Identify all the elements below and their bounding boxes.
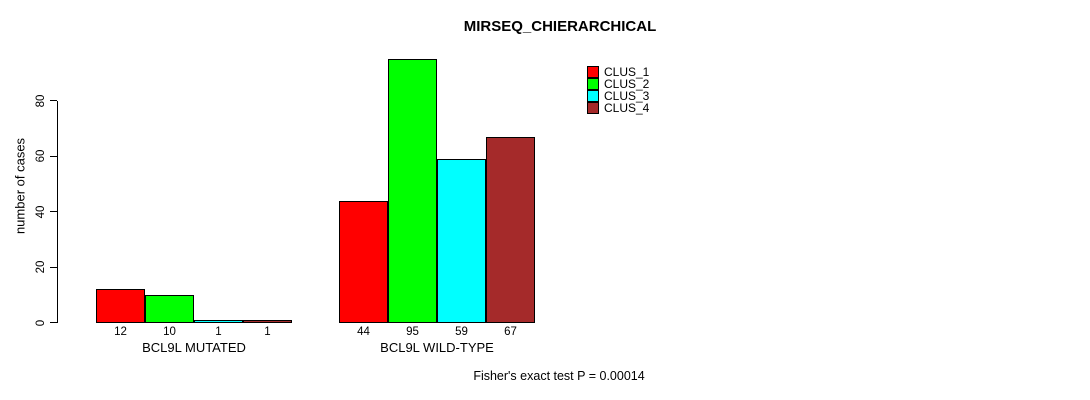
legend-label: CLUS_3 bbox=[604, 89, 650, 103]
bar-value-label: 1 bbox=[215, 326, 222, 338]
bar-CLUS_2 bbox=[388, 59, 437, 323]
legend-row: CLUS_1 bbox=[587, 66, 649, 78]
y-axis-label: number of cases bbox=[12, 137, 28, 235]
legend-label: CLUS_4 bbox=[604, 101, 650, 115]
y-tick bbox=[50, 322, 57, 324]
chart-title: MIRSEQ_CHIERARCHICAL bbox=[463, 18, 657, 35]
y-tick bbox=[50, 266, 57, 268]
y-tick bbox=[50, 155, 57, 157]
legend-swatch bbox=[587, 90, 599, 102]
y-tick bbox=[50, 100, 57, 102]
bar-CLUS_3 bbox=[194, 319, 243, 323]
legend-label: CLUS_2 bbox=[604, 77, 650, 91]
bar-CLUS_1 bbox=[339, 200, 388, 323]
bar-CLUS_4 bbox=[486, 136, 535, 323]
bar-value-label: 95 bbox=[406, 326, 419, 338]
legend: CLUS_1 CLUS_2 CLUS_3 CLUS_4 bbox=[587, 66, 649, 114]
bar-value-label: 12 bbox=[114, 326, 127, 338]
bar-value-label: 1 bbox=[264, 326, 271, 338]
fisher-test-annotation: Fisher's exact test P = 0.00014 bbox=[473, 369, 645, 383]
y-tick-label: 40 bbox=[35, 205, 48, 219]
bar-value-label: 67 bbox=[504, 326, 517, 338]
legend-swatch bbox=[587, 78, 599, 90]
category-label: BCL9L WILD-TYPE bbox=[380, 340, 494, 355]
legend-row: CLUS_3 bbox=[587, 90, 649, 102]
y-tick-label: 80 bbox=[35, 94, 48, 108]
y-axis-line bbox=[57, 100, 58, 323]
bar-value-label: 44 bbox=[357, 326, 370, 338]
bar-value-label: 10 bbox=[163, 326, 176, 338]
category-label: BCL9L MUTATED bbox=[142, 340, 246, 355]
legend-row: CLUS_2 bbox=[587, 78, 649, 90]
y-tick-label: 20 bbox=[35, 260, 48, 274]
legend-swatch bbox=[587, 102, 599, 114]
bar-CLUS_1 bbox=[96, 289, 145, 323]
y-tick bbox=[50, 211, 57, 213]
y-tick-label: 60 bbox=[35, 149, 48, 163]
bar-CLUS_4 bbox=[243, 319, 292, 323]
bar-value-label: 59 bbox=[455, 326, 468, 338]
legend-label: CLUS_1 bbox=[604, 65, 650, 79]
bar-CLUS_3 bbox=[437, 159, 486, 323]
legend-row: CLUS_4 bbox=[587, 102, 649, 114]
legend-swatch bbox=[587, 66, 599, 78]
y-tick-label: 0 bbox=[35, 319, 48, 326]
bar-CLUS_2 bbox=[145, 294, 194, 323]
